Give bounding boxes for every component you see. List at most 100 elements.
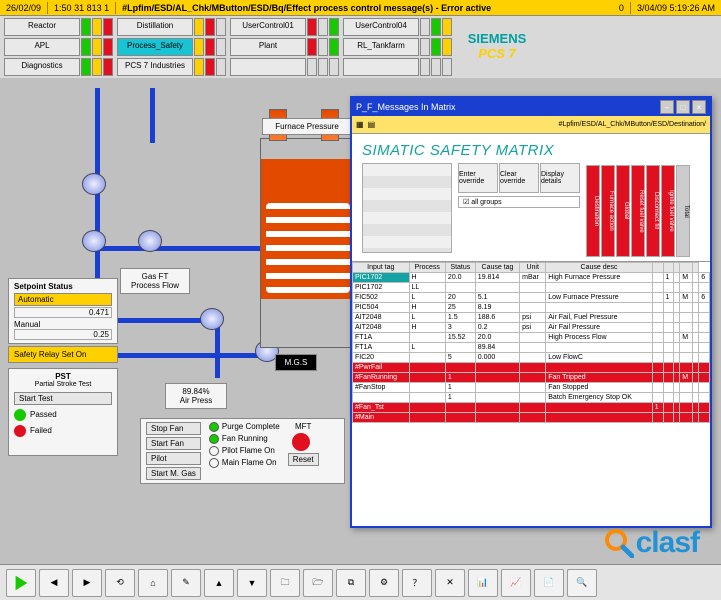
effect-column[interactable]: Disconnect fill xyxy=(646,165,660,257)
pipe xyxy=(150,88,155,143)
cause-row[interactable]: FT1AL89.84 xyxy=(353,343,710,353)
status-indicator xyxy=(318,18,328,36)
valve-icon[interactable] xyxy=(82,173,106,195)
status-indicator xyxy=(216,18,226,36)
cause-row[interactable]: #PwrFail xyxy=(353,363,710,373)
valve-icon[interactable] xyxy=(82,230,106,252)
toolbar-button[interactable]: 📊 xyxy=(468,569,498,597)
effect-column[interactable]: Furnace action xyxy=(601,165,615,257)
overview-button[interactable]: Plant xyxy=(230,38,306,56)
cause-row[interactable]: #Fan_Tst1 xyxy=(353,403,710,413)
overview-button[interactable]: PCS 7 Industries xyxy=(117,58,193,76)
pst-panel: PST Partial Stroke Test Start Test Passe… xyxy=(8,368,118,456)
overview-button[interactable]: Diagnostics xyxy=(4,58,80,76)
fan-status: Purge Complete xyxy=(209,422,280,432)
magnifier-icon xyxy=(604,528,634,558)
toolbar-button[interactable]: ▼ xyxy=(237,569,267,597)
toolbar-button[interactable]: 📄 xyxy=(534,569,564,597)
cause-row[interactable]: FT1A15.5220.0High Process FlowM xyxy=(353,333,710,343)
effect-button[interactable]: Display details xyxy=(540,163,580,193)
cause-row[interactable]: FIC502L205.1Low Furnace Pressure1M6 xyxy=(353,293,710,303)
status-indicator xyxy=(81,38,91,56)
alarm-bar: 26/02/09 1:50 31 813 1 #Lpfim/ESD/AL_Chk… xyxy=(0,0,721,16)
cause-row[interactable]: #FanStop1Fan Stopped xyxy=(353,383,710,393)
overview-button[interactable]: RL_Tankfarm xyxy=(343,38,419,56)
minimize-button[interactable]: – xyxy=(660,100,674,114)
valve-icon[interactable] xyxy=(138,230,162,252)
overview-button[interactable]: Distillation xyxy=(117,18,193,36)
toolbar-button[interactable]: ✎ xyxy=(171,569,201,597)
toolbar-play-icon[interactable] xyxy=(6,569,36,597)
cause-row[interactable]: #Main xyxy=(353,413,710,423)
toolbar-button[interactable]: 📈 xyxy=(501,569,531,597)
air-val: 89.84% xyxy=(171,387,221,396)
status-indicator xyxy=(103,38,113,56)
toolbar-icon[interactable]: ▦ xyxy=(356,120,364,129)
safety-relay[interactable]: Safety Relay Set On xyxy=(8,346,118,363)
cause-row[interactable]: PIC504H258.19 xyxy=(353,303,710,313)
status-indicator xyxy=(81,58,91,76)
close-button[interactable]: × xyxy=(692,100,706,114)
toolbar-button[interactable]: ⌂ xyxy=(138,569,168,597)
effect-column[interactable]: Global xyxy=(616,165,630,257)
pst-failed: Failed xyxy=(30,426,52,435)
opt-all[interactable]: ☑ all groups xyxy=(458,196,580,208)
overview-button[interactable] xyxy=(343,58,419,76)
status-indicator xyxy=(329,38,339,56)
status-indicator xyxy=(205,58,215,76)
window-titlebar[interactable]: P_F_Messages In Matrix – □ × xyxy=(352,98,710,116)
toolbar-button[interactable]: 🗀 xyxy=(270,569,300,597)
brand-sub: PCS 7 xyxy=(478,46,516,61)
valve-icon[interactable] xyxy=(200,308,224,330)
status-indicator xyxy=(431,58,441,76)
cause-row[interactable]: 1Batch Emergency Stop OK xyxy=(353,393,710,403)
fan-button[interactable]: Pilot xyxy=(146,452,201,465)
pst-title: PST xyxy=(14,372,112,381)
fan-button[interactable]: Stop Fan xyxy=(146,422,201,435)
pipe xyxy=(95,246,265,251)
toolbar-button[interactable]: ▶ xyxy=(72,569,102,597)
maximize-button[interactable]: □ xyxy=(676,100,690,114)
pst-start[interactable]: Start Test xyxy=(14,392,112,405)
toolbar-button[interactable]: 🗁 xyxy=(303,569,333,597)
cause-row[interactable]: PIC1702LL xyxy=(353,283,710,293)
air-panel: 89.84% Air Press xyxy=(165,383,227,409)
reset-button[interactable]: Reset xyxy=(288,453,319,466)
effect-column[interactable]: Reset fuel valve xyxy=(631,165,645,257)
overview-button[interactable]: UserControl01 xyxy=(230,18,306,36)
overview-button[interactable]: Process_Safety xyxy=(117,38,193,56)
effect-column[interactable]: Ignite fuel valve xyxy=(661,165,675,257)
effect-column[interactable]: Destination xyxy=(586,165,600,257)
overview-button[interactable]: Reactor xyxy=(4,18,80,36)
toolbar-button[interactable]: ✕ xyxy=(435,569,465,597)
overview-button[interactable]: UserControl04 xyxy=(343,18,419,36)
toolbar-button[interactable]: ⟲ xyxy=(105,569,135,597)
cause-row[interactable]: #FanRunning1Fan TrippedM xyxy=(353,373,710,383)
effect-column[interactable]: Total xyxy=(676,165,690,257)
status-indicator xyxy=(318,58,328,76)
fan-panel: Stop Fan Start Fan Pilot Start M. Gas Purge… xyxy=(140,418,345,484)
effect-button[interactable]: Clear override xyxy=(499,163,539,193)
toolbar-icon[interactable]: ▤ xyxy=(368,120,376,129)
cause-row[interactable]: AIT2048H30.2psiAir Fail Pressure xyxy=(353,323,710,333)
toolbar-button[interactable]: ◀ xyxy=(39,569,69,597)
mft-led xyxy=(292,433,310,451)
setpoint-auto[interactable]: Automatic xyxy=(14,293,112,306)
effect-button[interactable]: Enter override xyxy=(458,163,498,193)
overview-button[interactable] xyxy=(230,58,306,76)
status-indicator xyxy=(420,58,430,76)
pst-fail-led xyxy=(14,425,26,437)
cause-row[interactable]: FIC2050.000Low FlowC xyxy=(353,353,710,363)
toolbar-button[interactable]: ▲ xyxy=(204,569,234,597)
toolbar-button[interactable]: ？ xyxy=(402,569,432,597)
overview-button[interactable]: APL xyxy=(4,38,80,56)
fan-button[interactable]: Start M. Gas xyxy=(146,467,201,480)
toolbar-button[interactable]: 🔍 xyxy=(567,569,597,597)
toolbar-button[interactable]: ⚙ xyxy=(369,569,399,597)
fan-button[interactable]: Start Fan xyxy=(146,437,201,450)
cause-row[interactable]: AIT2048L1.5188.6psiAir Fail, Fuel Pressu… xyxy=(353,313,710,323)
mgs-box[interactable]: M.G.S xyxy=(275,354,317,371)
cause-row[interactable]: PIC1702H20.019.814mBarHigh Furnace Press… xyxy=(353,273,710,283)
pst-pass-led xyxy=(14,409,26,421)
toolbar-button[interactable]: ⧉ xyxy=(336,569,366,597)
